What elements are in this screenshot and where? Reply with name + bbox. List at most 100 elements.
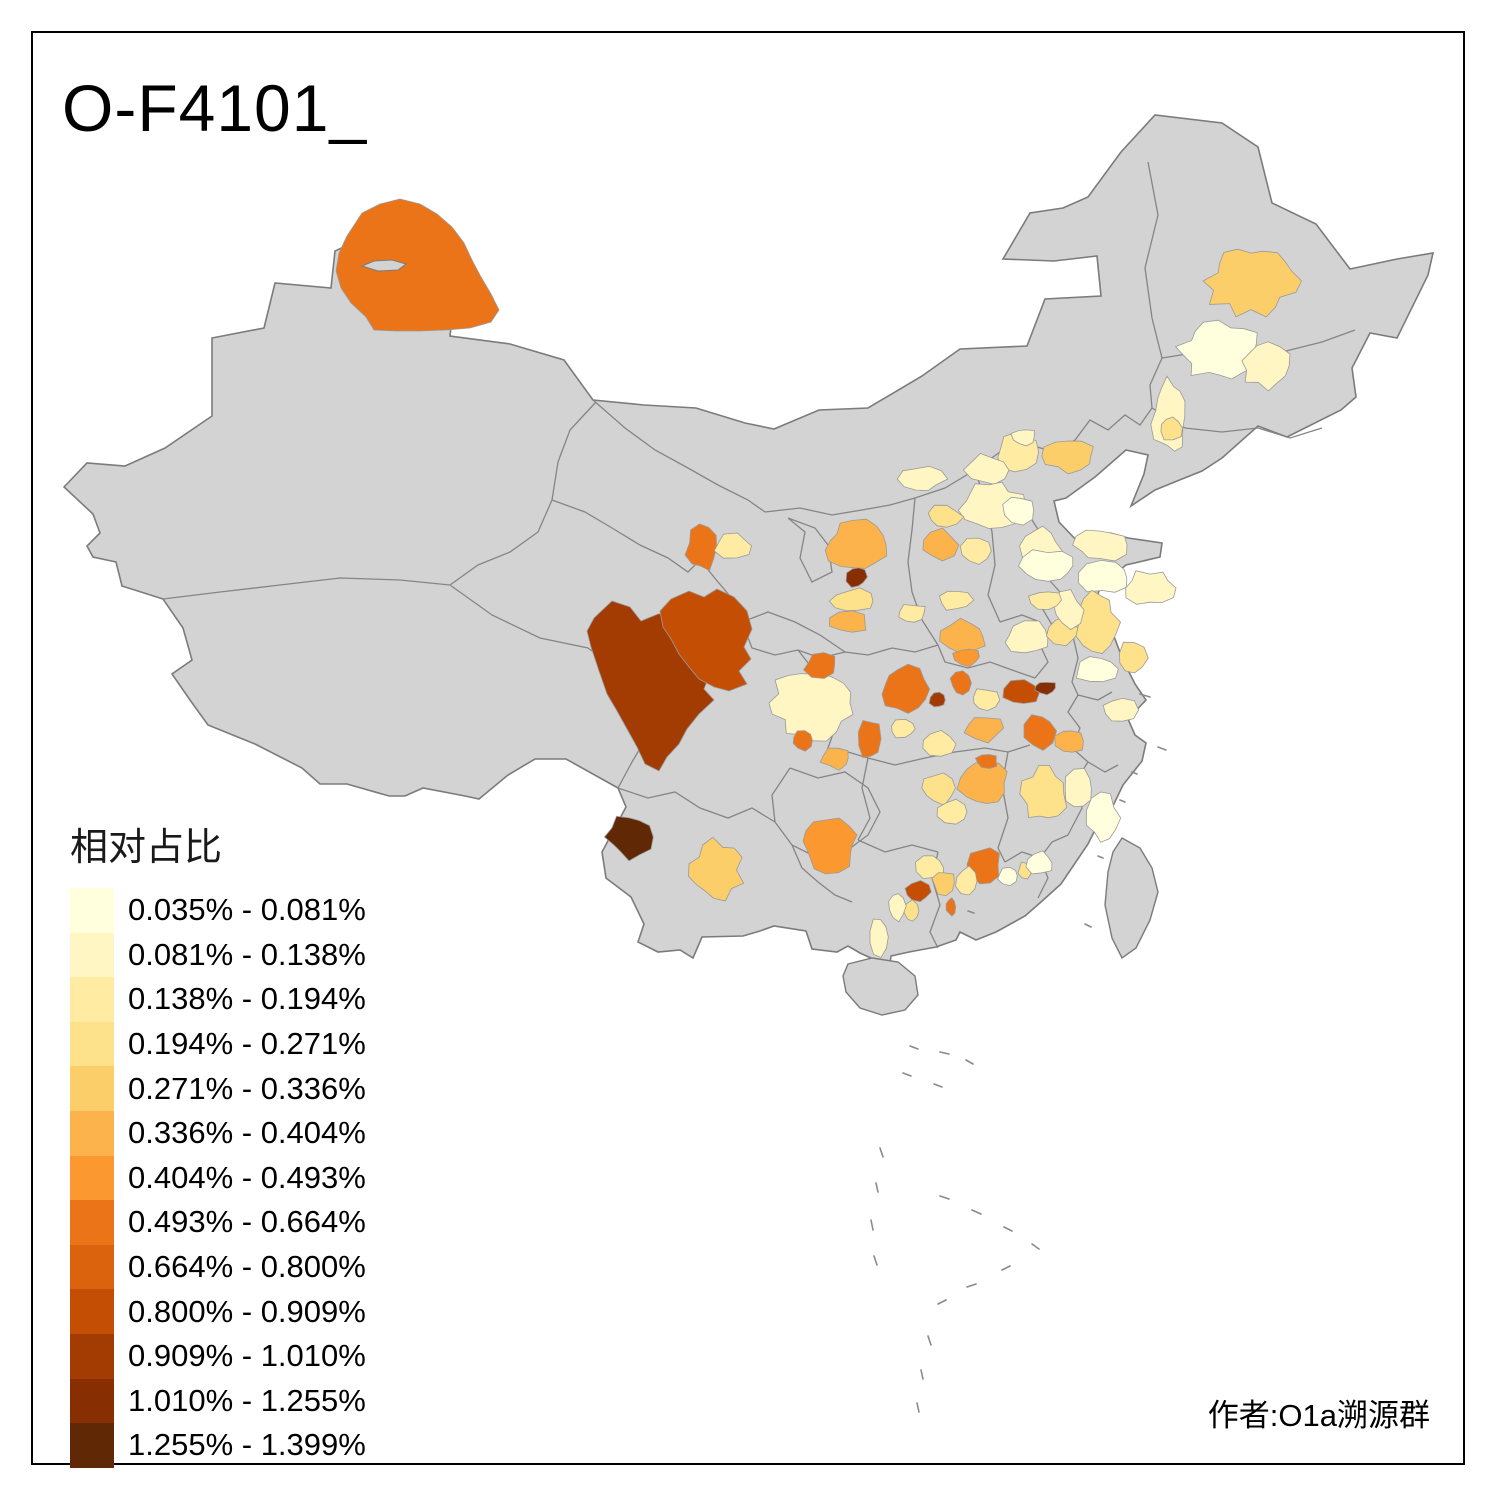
region-harbin-east (1241, 341, 1291, 392)
region-meizhou-pale (1025, 850, 1053, 875)
region-fujian-nw-pale (1064, 767, 1092, 808)
legend-label-6: 0.336% - 0.404% (128, 1115, 366, 1151)
region-baoshan-dark (603, 815, 654, 862)
region-nanchang (1023, 714, 1057, 751)
legend-row-11: 0.909% - 1.010% (70, 1333, 366, 1379)
legend-swatch-13 (70, 1423, 114, 1468)
ulungur-lake (360, 259, 408, 272)
legend-swatch-6 (70, 1110, 114, 1156)
legend-row-7: 0.404% - 0.493% (70, 1155, 366, 1201)
region-zhuhai-orange (945, 897, 957, 917)
region-wuwei (684, 523, 718, 572)
region-yangjiang-pale (888, 893, 907, 923)
legend-swatch-4 (70, 1021, 114, 1067)
legend-label-4: 0.194% - 0.271% (128, 1026, 366, 1062)
region-anqing (1002, 679, 1040, 704)
legend-label-2: 0.081% - 0.138% (128, 936, 366, 972)
region-kunming (688, 836, 745, 902)
region-qianxinan (802, 817, 858, 875)
region-chengdu-orange (792, 730, 813, 752)
legend-label-3: 0.138% - 0.194% (128, 981, 366, 1017)
attribution-text: 作者:O1a溯源群 (1207, 1398, 1430, 1433)
region-shangrao (1054, 730, 1084, 753)
legend-label-7: 0.404% - 0.493% (128, 1159, 366, 1195)
legend-swatch-10 (70, 1289, 114, 1334)
region-yunfu-dark (904, 880, 932, 903)
region-hengyang-pale (936, 798, 968, 825)
region-jinan-pale (1018, 549, 1074, 582)
region-aba (659, 588, 753, 692)
region-jian (1019, 764, 1068, 819)
region-baiyin-pale (713, 532, 753, 559)
legend-row-12: 1.010% - 1.255% (70, 1378, 366, 1424)
legend-row-9: 0.664% - 0.800% (70, 1244, 366, 1290)
legend-swatch-7 (70, 1155, 114, 1201)
south-china-sea-islets (870, 693, 1167, 1413)
legend-swatch-8 (70, 1200, 114, 1245)
legend-label-8: 0.493% - 0.664% (128, 1204, 366, 1240)
legend-swatch-11 (70, 1333, 114, 1379)
region-yanan (824, 518, 888, 569)
region-enshi-pale (891, 718, 916, 739)
legend-swatch-9 (70, 1244, 114, 1290)
region-suizhou (949, 670, 972, 696)
region-yichang (857, 720, 882, 758)
legend-row-10: 0.800% - 0.909% (70, 1289, 366, 1334)
region-zhangjiakou (962, 453, 1010, 485)
region-chengde-tangshan (1041, 440, 1094, 475)
region-zhengzhou-pale (938, 590, 975, 611)
legend-row-2: 0.081% - 0.138% (70, 932, 366, 978)
hainan-island (842, 957, 919, 1016)
region-yanbian-core (1160, 416, 1183, 441)
region-nanyang (881, 663, 931, 714)
legend-row-3: 0.138% - 0.194% (70, 977, 366, 1022)
region-mianyang (803, 652, 836, 679)
legend-swatch-2 (70, 932, 114, 978)
region-guangzhou-pale (954, 865, 978, 896)
colored-prefecture-regions (335, 198, 1302, 959)
region-lvliang (922, 527, 960, 562)
region-baoji-orange (828, 610, 867, 633)
legend-label-13: 1.255% - 1.399% (128, 1427, 366, 1463)
region-shiyan-dark (928, 691, 946, 708)
legend-row-13: 1.255% - 1.399% (70, 1423, 366, 1468)
plot-frame (31, 31, 1465, 1465)
legend-rows: 0.035% - 0.081% 0.081% - 0.138% 0.138% - 0… (70, 888, 366, 1468)
region-hunan-east (956, 762, 1008, 804)
region-zhejiang-pale (1075, 656, 1119, 683)
region-sanmenxia-pale (898, 604, 926, 623)
taiwan-island (1104, 837, 1159, 960)
region-wuhan-pale (973, 688, 1001, 712)
region-foshan (931, 872, 955, 897)
region-xianyang-pale (828, 587, 874, 612)
legend-label-12: 1.010% - 1.255% (128, 1382, 366, 1418)
region-shandong-east-pale (1125, 570, 1177, 605)
region-changde-pale (922, 729, 957, 757)
region-beijing-north (1010, 429, 1035, 447)
region-huizhou-pale (997, 866, 1018, 887)
legend-row-1: 0.035% - 0.081% (70, 888, 366, 933)
region-sichuan-basin-pale (768, 672, 854, 742)
legend-swatch-1 (70, 888, 114, 933)
region-tongchuan-dark (845, 567, 868, 588)
legend-title: 相对占比 (70, 827, 223, 869)
region-chizhou-dark (1034, 681, 1056, 696)
legend-swatch-3 (70, 977, 114, 1022)
region-weifang-pale (1077, 559, 1128, 593)
legend-row-8: 0.493% - 0.664% (70, 1200, 366, 1245)
region-harbin-west (1174, 319, 1261, 380)
legend: 相对占比 0.035% - 0.081% 0.081% - 0.138% 0.138… (70, 816, 366, 1468)
legend-row-5: 0.271% - 0.336% (70, 1066, 366, 1111)
region-taiyuan-pale (959, 537, 992, 565)
region-hefei-pale (1004, 620, 1049, 654)
region-xuzhou-pale (1028, 591, 1062, 610)
legend-row-4: 0.194% - 0.271% (70, 1021, 366, 1067)
region-pingdingshan (952, 648, 980, 668)
legend-label-10: 0.800% - 0.909% (128, 1293, 366, 1329)
region-yueyang (963, 717, 1005, 744)
legend-row-6: 0.336% - 0.404% (70, 1110, 366, 1156)
legend-swatch-12 (70, 1378, 114, 1424)
region-shandong-mid-pale (1072, 529, 1128, 562)
